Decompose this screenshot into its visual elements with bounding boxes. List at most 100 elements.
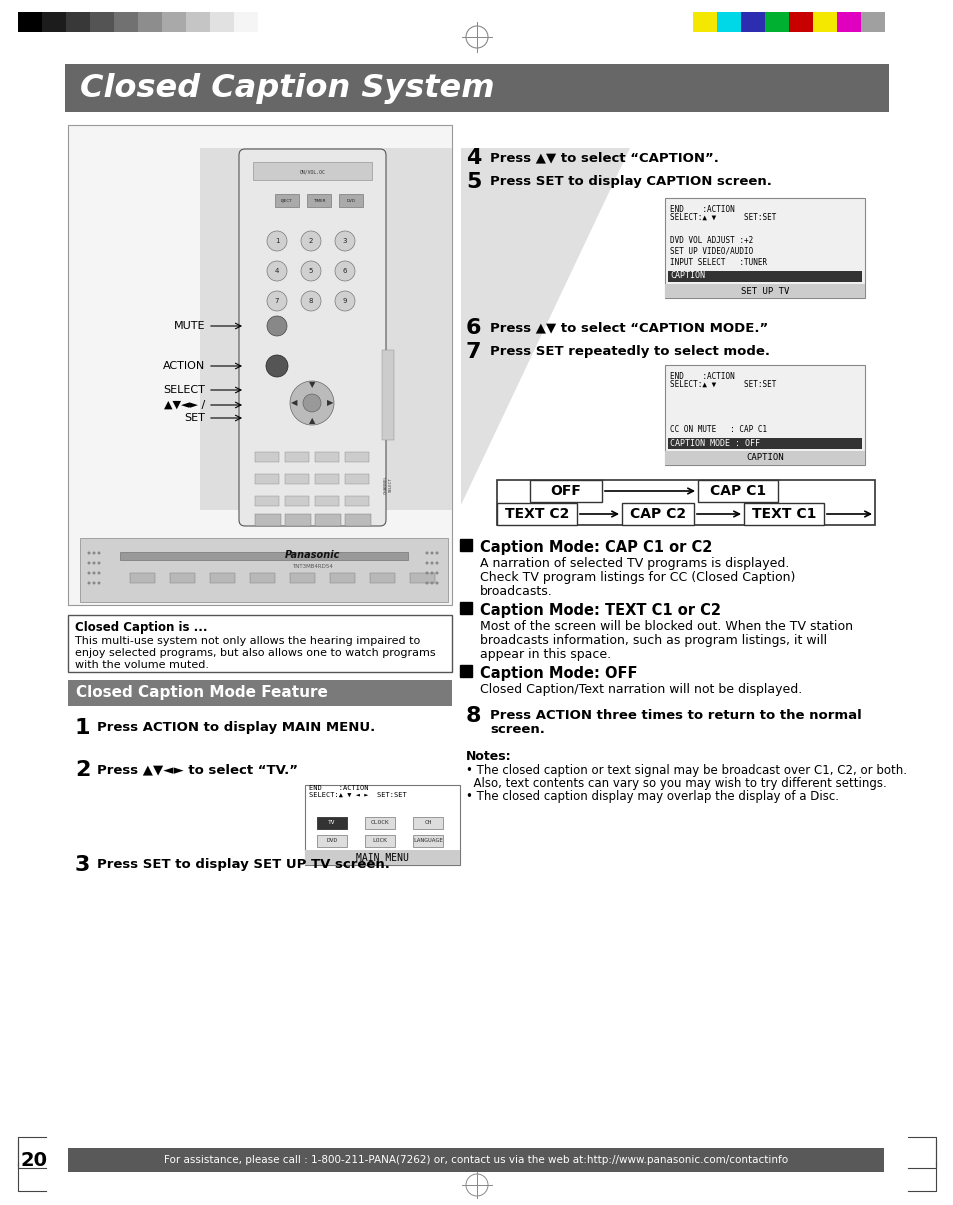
Bar — [68, 1148, 883, 1172]
Bar — [410, 574, 435, 583]
Bar — [18, 12, 42, 33]
Text: DVD VOL ADJUST :+2: DVD VOL ADJUST :+2 — [669, 236, 753, 245]
Circle shape — [425, 582, 428, 584]
Text: Closed Caption System: Closed Caption System — [80, 74, 494, 105]
Circle shape — [335, 261, 355, 281]
Text: with the volume muted.: with the volume muted. — [75, 660, 209, 670]
Text: For assistance, please call : 1-800-211-PANA(7262) or, contact us via the web at: For assistance, please call : 1-800-211-… — [164, 1156, 787, 1165]
Bar — [90, 12, 113, 33]
Circle shape — [425, 571, 428, 575]
Text: TEXT C1: TEXT C1 — [751, 507, 816, 521]
Text: SELECT: SELECT — [163, 386, 205, 395]
Circle shape — [425, 552, 428, 554]
Bar — [170, 574, 194, 583]
Circle shape — [92, 571, 95, 575]
Bar — [316, 817, 347, 829]
Text: Press ▲▼◄► to select “TV.”: Press ▲▼◄► to select “TV.” — [97, 763, 297, 776]
Circle shape — [92, 562, 95, 564]
Text: SET UP TV: SET UP TV — [740, 287, 788, 295]
Circle shape — [267, 290, 287, 311]
Text: SET UP VIDEO/AUDIO: SET UP VIDEO/AUDIO — [669, 247, 753, 255]
Circle shape — [425, 562, 428, 564]
Bar — [285, 452, 309, 462]
Text: DVD: DVD — [346, 199, 355, 202]
Bar — [314, 474, 338, 484]
Text: SET: SET — [184, 413, 205, 423]
Circle shape — [88, 552, 91, 554]
Text: TV: TV — [328, 821, 335, 825]
Circle shape — [92, 582, 95, 584]
Bar — [233, 12, 257, 33]
Text: CH: CH — [424, 821, 432, 825]
Bar — [113, 12, 138, 33]
Text: 1: 1 — [274, 239, 279, 243]
Circle shape — [301, 231, 320, 251]
Polygon shape — [200, 148, 452, 510]
Circle shape — [435, 562, 438, 564]
Bar — [66, 12, 90, 33]
Circle shape — [435, 552, 438, 554]
Text: Press ▲▼ to select “CAPTION”.: Press ▲▼ to select “CAPTION”. — [490, 151, 719, 164]
Text: Press ACTION three times to return to the normal: Press ACTION three times to return to th… — [490, 709, 861, 722]
Text: 7: 7 — [274, 298, 279, 304]
Text: TV: TV — [328, 821, 335, 825]
Text: Closed Caption Mode Feature: Closed Caption Mode Feature — [76, 686, 328, 700]
Text: Most of the screen will be blocked out. When the TV station: Most of the screen will be blocked out. … — [479, 621, 852, 633]
Text: Panasonic: Panasonic — [284, 549, 339, 560]
Circle shape — [97, 552, 100, 554]
Text: END    :ACTION: END :ACTION — [309, 784, 368, 790]
Circle shape — [266, 355, 288, 377]
FancyBboxPatch shape — [239, 149, 386, 527]
Bar — [210, 574, 234, 583]
Text: 6: 6 — [465, 318, 481, 337]
Text: 3: 3 — [75, 856, 91, 875]
Circle shape — [301, 261, 320, 281]
Bar — [254, 474, 278, 484]
Bar — [68, 125, 452, 605]
Bar — [365, 835, 395, 847]
Bar — [345, 452, 369, 462]
Bar — [621, 502, 693, 525]
Text: Press SET to display SET UP TV screen.: Press SET to display SET UP TV screen. — [97, 858, 390, 871]
Circle shape — [267, 316, 287, 336]
Text: END    :ACTION: END :ACTION — [669, 372, 734, 381]
Bar — [365, 817, 395, 829]
Text: ▼: ▼ — [309, 381, 314, 389]
Text: A narration of selected TV programs is displayed.: A narration of selected TV programs is d… — [479, 557, 788, 570]
Bar — [664, 451, 864, 465]
Bar — [42, 12, 66, 33]
Circle shape — [435, 571, 438, 575]
Text: SELECT:▲ ▼      SET:SET: SELECT:▲ ▼ SET:SET — [669, 380, 776, 389]
Bar — [305, 784, 459, 865]
Text: Press ▲▼ to select “CAPTION MODE.”: Press ▲▼ to select “CAPTION MODE.” — [490, 321, 767, 334]
Bar — [413, 835, 442, 847]
Text: INPUT SELECT   :TUNER: INPUT SELECT :TUNER — [669, 258, 766, 268]
Text: Press ACTION to display MAIN MENU.: Press ACTION to display MAIN MENU. — [97, 721, 375, 734]
Circle shape — [303, 394, 320, 412]
Text: broadcasts information, such as program listings, it will: broadcasts information, such as program … — [479, 634, 826, 647]
Text: Notes:: Notes: — [465, 750, 511, 763]
Bar — [330, 574, 355, 583]
Text: OFF: OFF — [550, 484, 580, 498]
Bar — [253, 161, 372, 180]
Text: CAP C2: CAP C2 — [629, 507, 685, 521]
Bar — [290, 574, 314, 583]
Bar — [285, 515, 311, 527]
Text: 5: 5 — [309, 268, 313, 274]
Circle shape — [267, 231, 287, 251]
Bar — [812, 12, 836, 33]
Bar — [788, 12, 812, 33]
Circle shape — [92, 552, 95, 554]
Circle shape — [430, 552, 433, 554]
Bar — [664, 365, 864, 465]
Bar — [210, 12, 233, 33]
Text: • The closed caption display may overlap the display of a Disc.: • The closed caption display may overlap… — [465, 790, 838, 803]
Circle shape — [335, 290, 355, 311]
Text: • The closed caption or text signal may be broadcast over C1, C2, or both.: • The closed caption or text signal may … — [465, 764, 906, 777]
Text: 5: 5 — [465, 172, 481, 192]
Circle shape — [97, 562, 100, 564]
Text: ▲▼◄► /: ▲▼◄► / — [164, 400, 205, 410]
Text: Press SET to display CAPTION screen.: Press SET to display CAPTION screen. — [490, 175, 771, 188]
Bar — [345, 515, 371, 527]
Circle shape — [430, 582, 433, 584]
